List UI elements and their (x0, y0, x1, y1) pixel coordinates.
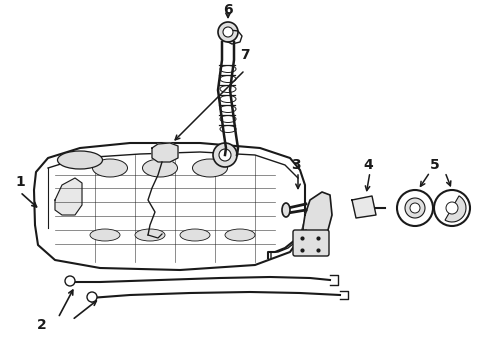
Circle shape (405, 198, 425, 218)
Ellipse shape (225, 229, 255, 241)
Circle shape (434, 190, 470, 226)
Text: 4: 4 (363, 158, 373, 172)
Text: 5: 5 (430, 158, 440, 172)
Polygon shape (352, 196, 376, 218)
Polygon shape (303, 192, 332, 240)
Ellipse shape (180, 229, 210, 241)
Text: 1: 1 (15, 175, 25, 189)
Circle shape (410, 203, 420, 213)
Ellipse shape (282, 203, 290, 217)
Circle shape (218, 22, 238, 42)
Circle shape (65, 276, 75, 286)
Ellipse shape (90, 229, 120, 241)
Circle shape (446, 202, 458, 214)
Circle shape (219, 149, 231, 161)
Circle shape (213, 143, 237, 167)
FancyBboxPatch shape (293, 230, 329, 256)
Text: 7: 7 (240, 48, 250, 62)
Ellipse shape (57, 151, 102, 169)
Circle shape (397, 190, 433, 226)
Text: 3: 3 (291, 158, 301, 172)
Ellipse shape (143, 159, 177, 177)
Wedge shape (445, 196, 466, 222)
Text: 6: 6 (223, 3, 233, 17)
Circle shape (87, 292, 97, 302)
Polygon shape (34, 143, 305, 270)
Ellipse shape (135, 229, 165, 241)
Ellipse shape (93, 159, 127, 177)
Polygon shape (55, 178, 82, 215)
Circle shape (223, 27, 233, 37)
Ellipse shape (193, 159, 227, 177)
Text: 2: 2 (37, 318, 47, 332)
Polygon shape (152, 143, 178, 162)
